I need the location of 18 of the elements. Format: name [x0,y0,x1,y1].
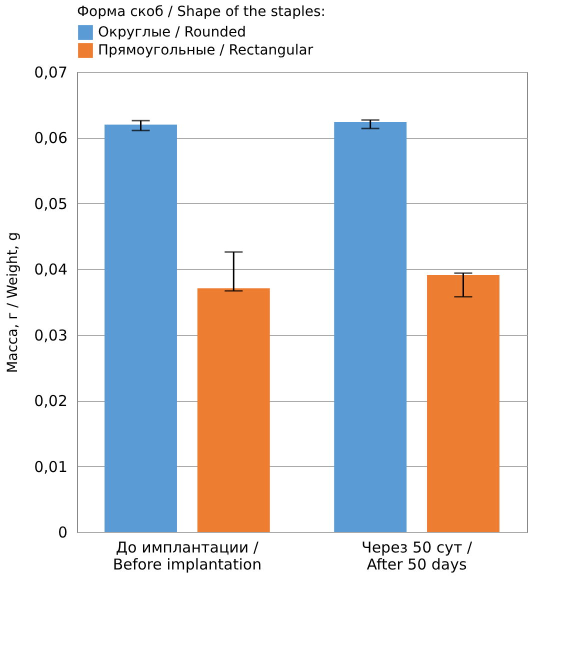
x-tick-label: Через 50 сут / After 50 days [362,538,474,574]
y-tick-label: 0,05 [34,194,68,213]
y-tick-label: 0 [58,524,68,542]
y-tick-label: 0,01 [34,458,68,476]
legend-title: Форма скоб / Shape of the staples: [77,4,326,20]
y-tick-label: 0,04 [34,260,68,279]
x-tick-label: До имплантации / Before implantation [112,538,262,574]
bar [334,122,407,532]
y-tick-label: 0,03 [34,326,68,344]
y-tick-label: 0,06 [34,129,68,148]
y-axis-title: Масса, г / Weight, g [5,232,22,374]
y-tick-label: 0,07 [34,64,68,82]
bar [104,124,177,532]
bar [197,288,270,532]
y-tick-label: 0,02 [34,392,68,410]
bar [427,275,500,532]
legend-label: Округлые / Rounded [98,24,246,40]
legend-label: Прямоугольные / Rectangular [98,42,314,58]
